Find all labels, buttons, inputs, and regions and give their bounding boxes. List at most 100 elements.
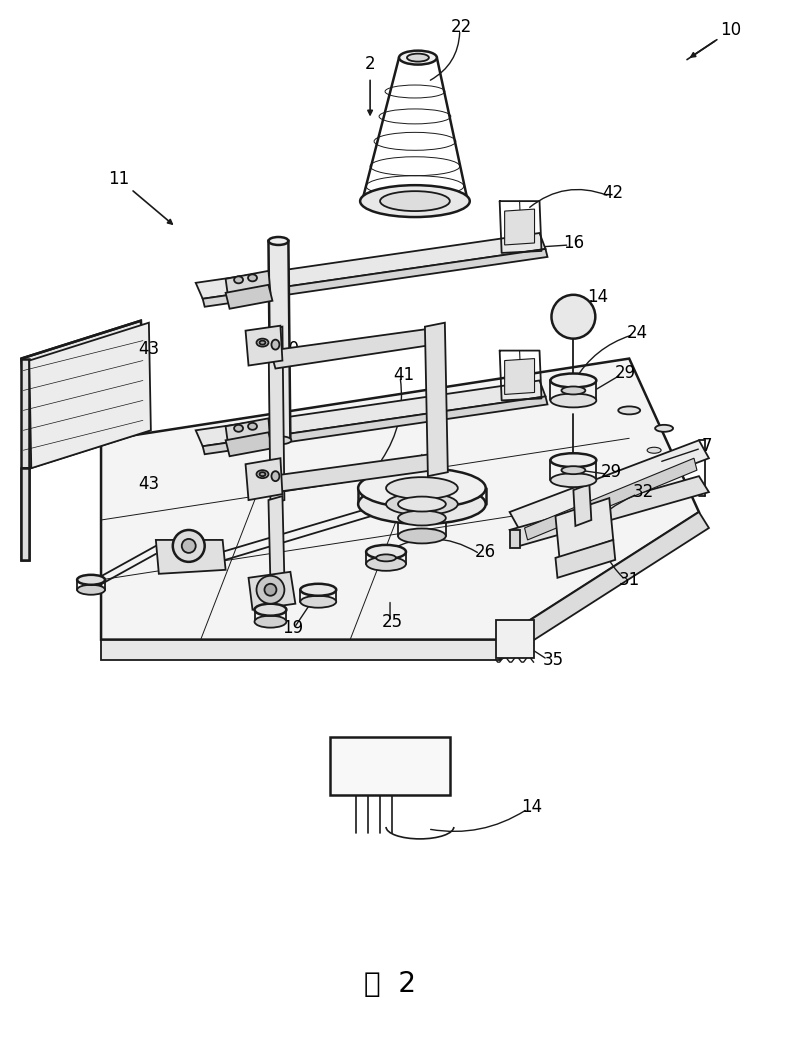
Polygon shape [101, 359, 699, 639]
Ellipse shape [360, 186, 470, 217]
Polygon shape [202, 396, 547, 455]
Circle shape [182, 539, 196, 553]
Polygon shape [270, 329, 434, 368]
Text: 29: 29 [614, 364, 636, 382]
Ellipse shape [562, 387, 586, 394]
Polygon shape [22, 468, 30, 560]
Polygon shape [246, 458, 282, 500]
Ellipse shape [380, 191, 450, 211]
Ellipse shape [398, 496, 446, 511]
Ellipse shape [398, 529, 446, 543]
Polygon shape [101, 639, 500, 659]
Ellipse shape [550, 393, 596, 408]
Ellipse shape [550, 474, 596, 487]
Text: 42: 42 [602, 185, 624, 202]
Ellipse shape [366, 557, 406, 571]
Bar [330, 737, 450, 795]
Polygon shape [500, 512, 709, 659]
Ellipse shape [386, 493, 458, 515]
Text: 10: 10 [720, 21, 742, 39]
Polygon shape [510, 530, 519, 548]
Text: 28: 28 [431, 487, 453, 505]
Ellipse shape [234, 276, 243, 284]
Ellipse shape [647, 447, 661, 454]
Text: 2: 2 [365, 54, 375, 73]
Ellipse shape [271, 471, 279, 481]
Polygon shape [525, 458, 697, 540]
Text: 14: 14 [521, 798, 542, 816]
Polygon shape [22, 359, 30, 560]
Polygon shape [269, 326, 285, 504]
Ellipse shape [254, 604, 286, 615]
Ellipse shape [358, 484, 486, 524]
Text: 24: 24 [626, 323, 648, 342]
Circle shape [173, 530, 205, 562]
Ellipse shape [300, 596, 336, 608]
Polygon shape [555, 540, 615, 578]
Text: 14: 14 [586, 288, 608, 306]
Circle shape [265, 584, 277, 596]
Circle shape [551, 295, 595, 339]
Text: 41: 41 [394, 365, 414, 384]
Text: 图  2: 图 2 [364, 970, 416, 998]
Polygon shape [555, 499, 614, 558]
Ellipse shape [398, 510, 446, 526]
Ellipse shape [386, 477, 458, 500]
Polygon shape [269, 241, 290, 440]
Ellipse shape [618, 407, 640, 414]
Polygon shape [510, 440, 709, 530]
Ellipse shape [358, 468, 486, 508]
Ellipse shape [257, 470, 269, 478]
Text: 40: 40 [278, 340, 299, 358]
Ellipse shape [248, 274, 257, 282]
Polygon shape [425, 322, 448, 477]
Text: 11: 11 [108, 170, 130, 188]
Ellipse shape [257, 339, 269, 346]
Ellipse shape [254, 615, 286, 628]
Polygon shape [196, 233, 546, 298]
Polygon shape [226, 432, 273, 456]
Ellipse shape [269, 237, 288, 245]
Text: 35: 35 [543, 651, 564, 669]
Polygon shape [196, 381, 546, 446]
Polygon shape [30, 322, 151, 468]
Text: 15: 15 [378, 756, 402, 776]
Ellipse shape [234, 425, 243, 432]
Ellipse shape [562, 466, 586, 475]
Ellipse shape [271, 340, 279, 349]
Text: 22: 22 [451, 18, 473, 35]
Ellipse shape [77, 575, 105, 585]
Ellipse shape [407, 53, 429, 62]
Ellipse shape [550, 454, 596, 467]
Polygon shape [505, 359, 534, 394]
Text: 29: 29 [601, 463, 622, 481]
Polygon shape [246, 325, 282, 365]
Circle shape [257, 576, 285, 604]
Text: 7: 7 [702, 437, 712, 455]
Text: 19: 19 [282, 618, 303, 636]
Polygon shape [226, 418, 270, 448]
Polygon shape [510, 477, 709, 545]
Ellipse shape [259, 472, 266, 477]
Text: 32: 32 [633, 483, 654, 501]
Ellipse shape [270, 436, 291, 444]
Polygon shape [156, 540, 226, 574]
Ellipse shape [399, 51, 437, 65]
Text: 16: 16 [563, 234, 584, 252]
Ellipse shape [655, 425, 673, 432]
Ellipse shape [376, 555, 396, 561]
Text: 26: 26 [475, 543, 496, 561]
Polygon shape [270, 455, 434, 492]
Polygon shape [226, 271, 270, 300]
Polygon shape [269, 496, 285, 584]
Ellipse shape [300, 584, 336, 596]
Polygon shape [249, 572, 295, 610]
Ellipse shape [259, 341, 266, 344]
Polygon shape [226, 285, 273, 309]
Polygon shape [505, 209, 534, 245]
Text: 43: 43 [138, 476, 159, 493]
Text: 25: 25 [382, 612, 402, 631]
Polygon shape [574, 484, 591, 526]
Ellipse shape [248, 422, 257, 430]
Ellipse shape [366, 544, 406, 559]
